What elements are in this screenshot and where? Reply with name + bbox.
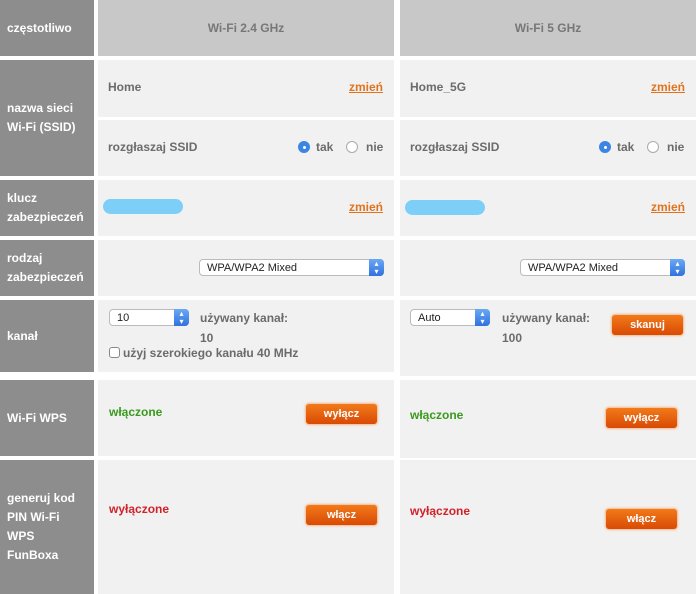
- wps-status: włączone: [109, 405, 163, 419]
- label-ssid-text: nazwa sieci Wi-Fi (SSID): [7, 101, 76, 134]
- broadcast-yes-radio[interactable]: [599, 141, 611, 153]
- used-channel-value: 10: [200, 331, 214, 345]
- wps-status: włączone: [410, 408, 464, 422]
- security-select[interactable]: WPA/WPA2 Mixed ▴ ▾: [520, 259, 685, 276]
- broadcast-label: rozgłaszaj SSID: [410, 140, 500, 154]
- label-pin-text: generuj kod PIN Wi-Fi WPS FunBoxa: [7, 491, 76, 562]
- used-channel-value: 100: [502, 331, 523, 345]
- label-wps: Wi-Fi WPS: [0, 380, 94, 456]
- key-cell-5: zmień: [400, 180, 696, 236]
- label-ssid: nazwa sieci Wi-Fi (SSID): [0, 60, 94, 176]
- broadcast-cell-5: rozgłaszaj SSID tak nie: [400, 120, 696, 176]
- pin-enable-button[interactable]: włącz: [605, 508, 678, 530]
- broadcast-cell-24: rozgłaszaj SSID tak nie: [98, 120, 394, 176]
- label-frequency: częstotliwo: [0, 0, 94, 56]
- chevron-updown-icon: ▴ ▾: [475, 309, 490, 326]
- broadcast-no-radio[interactable]: [647, 141, 659, 153]
- label-channel: kanał: [0, 300, 94, 372]
- band-header-5: Wi-Fi 5 GHz: [400, 0, 696, 56]
- channel-value: 10: [117, 312, 130, 324]
- pin-status: wyłączone: [410, 504, 471, 518]
- used-channel-label: używany kanał:: [200, 311, 289, 325]
- scan-button[interactable]: skanuj: [611, 314, 684, 336]
- security-cell-5: WPA/WPA2 Mixed ▴ ▾: [400, 240, 696, 296]
- broadcast-no-radio[interactable]: [346, 141, 358, 153]
- security-value: WPA/WPA2 Mixed: [207, 262, 298, 274]
- security-value: WPA/WPA2 Mixed: [528, 262, 619, 274]
- security-select[interactable]: WPA/WPA2 Mixed ▴ ▾: [199, 259, 384, 276]
- channel-cell-24: 10 ▴ ▾ używany kanał: 10 użyj szerokiego k…: [98, 300, 394, 372]
- used-channel-label: używany kanał:: [502, 311, 591, 325]
- change-ssid-link[interactable]: zmień: [348, 80, 383, 94]
- channel-value: Auto: [418, 312, 441, 324]
- label-security-type: rodzaj zabezpieczeń: [0, 240, 94, 296]
- ssid-cell-5: Home_5G zmień: [400, 60, 696, 117]
- change-key-link[interactable]: zmień: [650, 200, 685, 214]
- wide-channel-label: użyj szerokiego kanału 40 MHz: [123, 346, 299, 360]
- broadcast-label: rozgłaszaj SSID: [108, 140, 198, 154]
- label-key: klucz zabezpieczeń: [0, 180, 94, 236]
- channel-cell-5: Auto ▴ ▾ używany kanał: 100 skanuj: [400, 300, 696, 376]
- pin-enable-button[interactable]: włącz: [305, 504, 378, 526]
- pin-status: wyłączone: [109, 502, 170, 516]
- key-cell-24: zmień: [98, 180, 394, 236]
- label-security-type-text: rodzaj zabezpieczeń: [7, 251, 84, 284]
- broadcast-yes-radio[interactable]: [298, 141, 310, 153]
- channel-select[interactable]: 10 ▴ ▾: [109, 309, 189, 326]
- label-pin: generuj kod PIN Wi-Fi WPS FunBoxa: [0, 460, 94, 594]
- wps-cell-24: włączone wyłącz: [98, 380, 394, 456]
- label-key-text: klucz zabezpieczeń: [7, 191, 84, 224]
- pin-cell-5: wyłączone włącz: [400, 460, 696, 594]
- channel-select[interactable]: Auto ▴ ▾: [410, 309, 490, 326]
- pin-cell-24: wyłączone włącz: [98, 460, 394, 594]
- change-key-link[interactable]: zmień: [348, 200, 383, 214]
- redacted-key: [103, 199, 183, 214]
- wps-disable-button[interactable]: wyłącz: [605, 407, 678, 429]
- wps-disable-button[interactable]: wyłącz: [305, 403, 378, 425]
- no-label: nie: [366, 140, 384, 154]
- wide-channel-checkbox[interactable]: [109, 347, 120, 358]
- ssid-cell-24: Home zmień: [98, 60, 394, 117]
- ssid-value: Home: [108, 80, 142, 94]
- no-label: nie: [667, 140, 685, 154]
- wps-cell-5: włączone wyłącz: [400, 380, 696, 458]
- change-ssid-link[interactable]: zmień: [650, 80, 685, 94]
- ssid-value: Home_5G: [410, 80, 467, 94]
- chevron-updown-icon: ▴ ▾: [174, 309, 189, 326]
- chevron-updown-icon: ▴ ▾: [670, 259, 685, 276]
- yes-label: tak: [316, 140, 334, 154]
- redacted-key: [405, 200, 485, 215]
- band-header-24: Wi-Fi 2.4 GHz: [98, 0, 394, 56]
- security-cell-24: WPA/WPA2 Mixed ▴ ▾: [98, 240, 394, 296]
- chevron-updown-icon: ▴ ▾: [369, 259, 384, 276]
- yes-label: tak: [617, 140, 635, 154]
